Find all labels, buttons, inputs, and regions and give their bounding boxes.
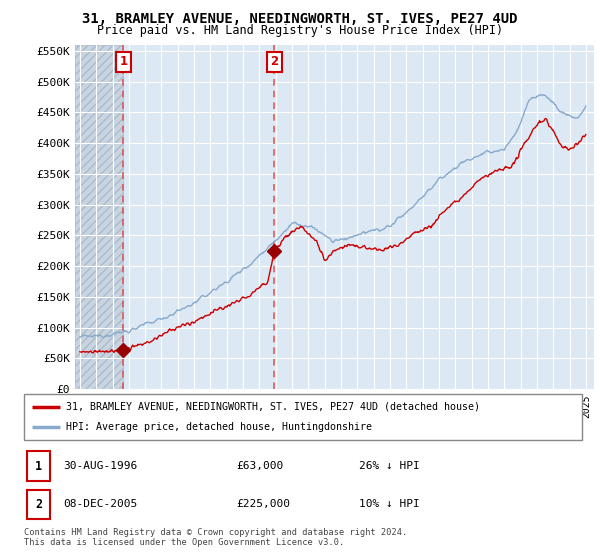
Text: 31, BRAMLEY AVENUE, NEEDINGWORTH, ST. IVES, PE27 4UD (detached house): 31, BRAMLEY AVENUE, NEEDINGWORTH, ST. IV…: [66, 402, 480, 412]
Text: 1: 1: [119, 55, 128, 68]
Text: £225,000: £225,000: [236, 500, 290, 510]
Text: Contains HM Land Registry data © Crown copyright and database right 2024.
This d: Contains HM Land Registry data © Crown c…: [24, 528, 407, 547]
Text: £63,000: £63,000: [236, 461, 283, 471]
Text: 2: 2: [35, 498, 42, 511]
Bar: [75, 45, 124, 389]
Text: 31, BRAMLEY AVENUE, NEEDINGWORTH, ST. IVES, PE27 4UD: 31, BRAMLEY AVENUE, NEEDINGWORTH, ST. IV…: [82, 12, 518, 26]
Text: 1: 1: [35, 460, 42, 473]
Text: 30-AUG-1996: 30-AUG-1996: [63, 461, 137, 471]
FancyBboxPatch shape: [27, 451, 50, 481]
Text: HPI: Average price, detached house, Huntingdonshire: HPI: Average price, detached house, Hunt…: [66, 422, 372, 432]
Text: 2: 2: [271, 55, 278, 68]
FancyBboxPatch shape: [27, 489, 50, 519]
Text: Price paid vs. HM Land Registry's House Price Index (HPI): Price paid vs. HM Land Registry's House …: [97, 24, 503, 36]
Text: 10% ↓ HPI: 10% ↓ HPI: [359, 500, 419, 510]
Text: 08-DEC-2005: 08-DEC-2005: [63, 500, 137, 510]
Text: 26% ↓ HPI: 26% ↓ HPI: [359, 461, 419, 471]
